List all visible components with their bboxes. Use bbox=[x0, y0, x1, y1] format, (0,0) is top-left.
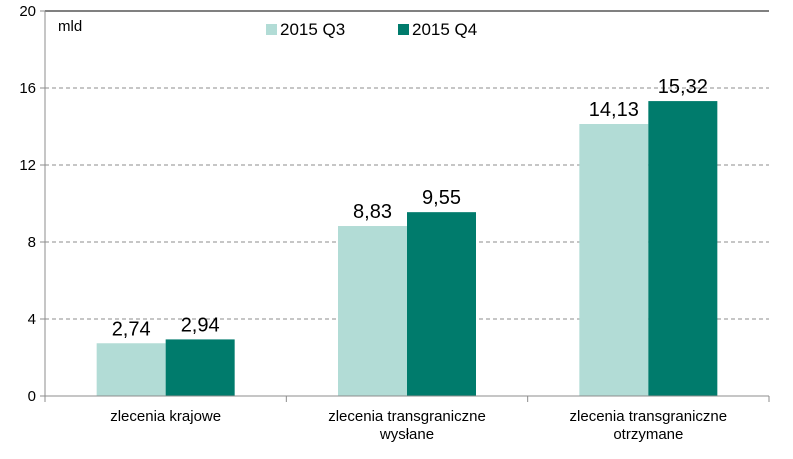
data-label: 8,83 bbox=[353, 201, 392, 223]
bar bbox=[648, 101, 718, 396]
y-tick-label: 20 bbox=[19, 3, 36, 20]
data-label: 2,74 bbox=[112, 318, 151, 340]
y-tick-label: 12 bbox=[19, 157, 36, 174]
bar bbox=[165, 339, 235, 396]
category-label: wysłane bbox=[379, 426, 434, 443]
y-tick-label: 8 bbox=[28, 234, 36, 251]
data-label: 9,55 bbox=[422, 187, 461, 209]
bar bbox=[579, 123, 649, 396]
bars bbox=[96, 101, 718, 396]
unit-label: mld bbox=[58, 18, 82, 35]
category-labels: zlecenia krajowe zlecenia transgranicznew… bbox=[110, 408, 727, 443]
y-tick-label: 0 bbox=[28, 388, 36, 405]
data-label: 14,13 bbox=[589, 99, 639, 121]
category-label: zlecenia krajowe bbox=[110, 408, 221, 425]
legend-swatch bbox=[398, 24, 409, 35]
y-tick-labels: 0 4 8 12 16 20 bbox=[19, 3, 36, 405]
legend-label: 2015 Q4 bbox=[412, 20, 477, 39]
data-label: 2,94 bbox=[181, 314, 220, 336]
y-tick-label: 4 bbox=[28, 311, 36, 328]
data-labels: 2,74 2,94 8,83 9,55 14,13 15,32 bbox=[112, 76, 708, 340]
y-tick-label: 16 bbox=[19, 80, 36, 97]
data-label: 15,32 bbox=[658, 76, 708, 98]
legend-swatch bbox=[266, 24, 277, 35]
category-label: zlecenia transgraniczne bbox=[328, 408, 486, 425]
axes bbox=[40, 10, 770, 402]
legend: 2015 Q3 2015 Q4 bbox=[266, 20, 477, 39]
legend-label: 2015 Q3 bbox=[280, 20, 345, 39]
bar bbox=[407, 212, 476, 396]
bar bbox=[96, 343, 166, 396]
category-label: zlecenia transgraniczne bbox=[570, 408, 728, 425]
category-label: otrzymane bbox=[613, 426, 683, 443]
bar bbox=[338, 226, 407, 396]
